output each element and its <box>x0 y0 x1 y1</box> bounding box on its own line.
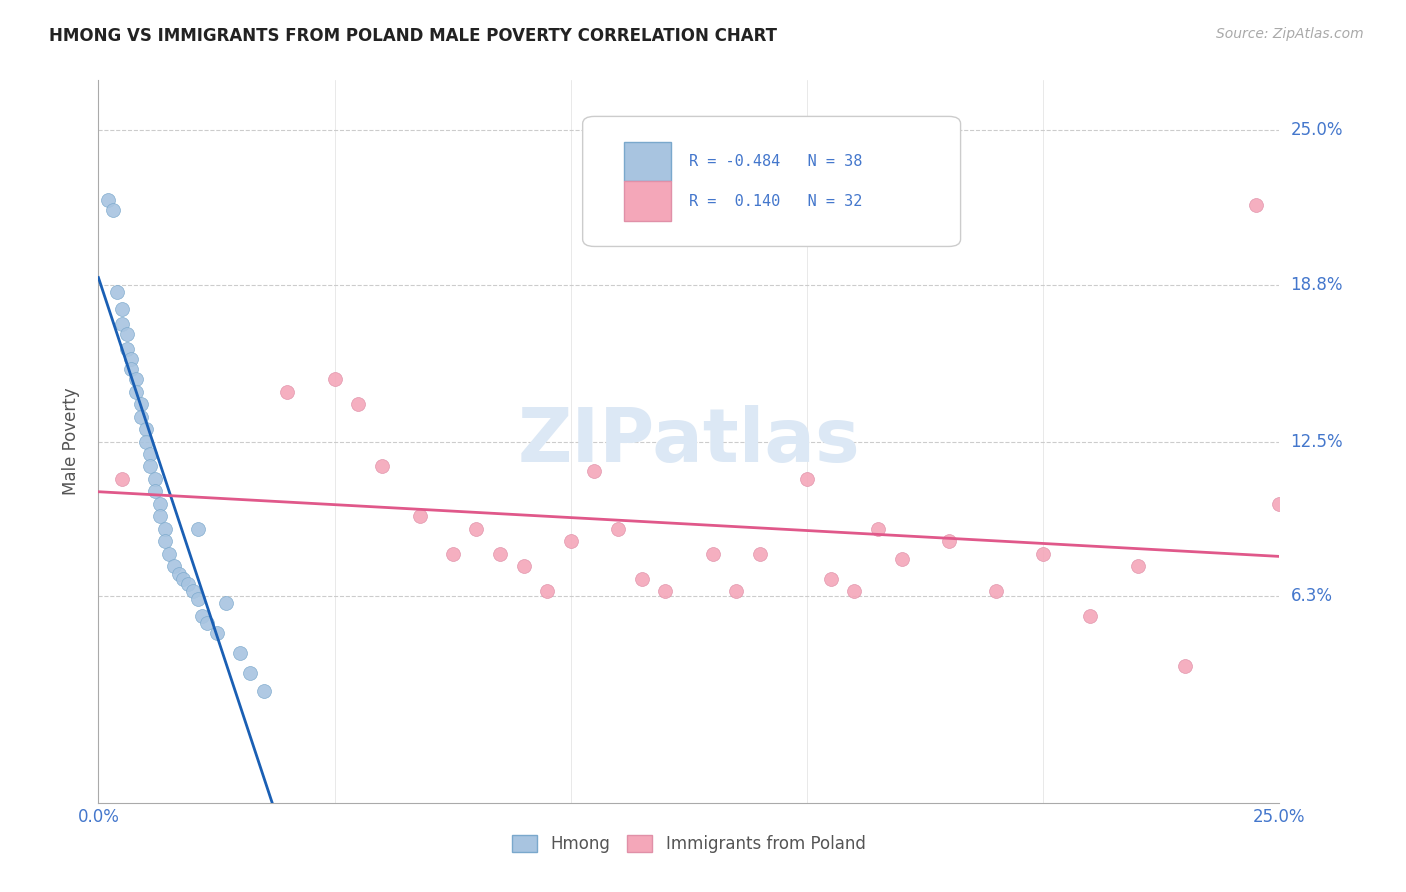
Point <box>583 465 606 479</box>
Point <box>465 522 488 536</box>
Point <box>143 472 166 486</box>
Point <box>607 522 630 536</box>
Point <box>796 472 818 486</box>
Text: Source: ZipAtlas.com: Source: ZipAtlas.com <box>1216 27 1364 41</box>
Point <box>125 372 148 386</box>
Point <box>172 572 194 586</box>
Point <box>276 384 298 399</box>
FancyBboxPatch shape <box>624 181 671 221</box>
Point <box>215 597 238 611</box>
Point <box>441 547 464 561</box>
Point <box>149 497 172 511</box>
Point <box>187 591 209 606</box>
Point <box>111 318 134 332</box>
Point <box>191 609 214 624</box>
Point <box>560 534 582 549</box>
Point <box>1126 559 1149 574</box>
Text: 6.3%: 6.3% <box>1291 587 1333 605</box>
Point <box>371 459 394 474</box>
Text: HMONG VS IMMIGRANTS FROM POLAND MALE POVERTY CORRELATION CHART: HMONG VS IMMIGRANTS FROM POLAND MALE POV… <box>49 27 778 45</box>
Point <box>630 572 652 586</box>
Point <box>135 422 157 436</box>
Point <box>153 522 176 536</box>
Point <box>1032 547 1054 561</box>
Point <box>177 576 200 591</box>
Text: 12.5%: 12.5% <box>1291 433 1343 450</box>
Text: 25.0%: 25.0% <box>1291 121 1343 139</box>
Point <box>115 343 138 357</box>
Point <box>239 666 262 681</box>
Point <box>844 584 866 599</box>
Point <box>1244 198 1267 212</box>
Point <box>135 434 157 449</box>
Point <box>748 547 770 561</box>
Point <box>512 559 534 574</box>
Point <box>195 616 218 631</box>
Point <box>1174 658 1197 673</box>
Text: R = -0.484   N = 38: R = -0.484 N = 38 <box>689 154 862 169</box>
Point <box>654 584 676 599</box>
Point <box>111 472 134 486</box>
Point <box>139 447 162 461</box>
Point <box>105 285 128 299</box>
Point <box>890 551 912 566</box>
Point <box>181 584 204 599</box>
FancyBboxPatch shape <box>624 142 671 181</box>
Point <box>125 384 148 399</box>
Point <box>149 509 172 524</box>
Text: ZIPatlas: ZIPatlas <box>517 405 860 478</box>
Y-axis label: Male Poverty: Male Poverty <box>62 388 80 495</box>
Point <box>866 522 889 536</box>
Text: 18.8%: 18.8% <box>1291 276 1343 293</box>
Point <box>1080 609 1102 624</box>
Point <box>323 372 346 386</box>
Point <box>820 572 842 586</box>
Point <box>97 193 120 207</box>
Point <box>205 626 228 640</box>
Point <box>229 646 252 660</box>
Point <box>167 566 190 581</box>
Point <box>153 534 176 549</box>
Point <box>489 547 512 561</box>
Point <box>143 484 166 499</box>
Point <box>253 683 276 698</box>
Point <box>101 202 124 217</box>
Point <box>115 327 138 342</box>
Point <box>984 584 1007 599</box>
Point <box>129 397 152 411</box>
Point <box>129 409 152 424</box>
Point <box>187 522 209 536</box>
Point <box>111 302 134 317</box>
Point <box>347 397 370 411</box>
FancyBboxPatch shape <box>582 117 960 246</box>
Text: R =  0.140   N = 32: R = 0.140 N = 32 <box>689 194 862 209</box>
Point <box>536 584 558 599</box>
Point <box>702 547 724 561</box>
Legend: Hmong, Immigrants from Poland: Hmong, Immigrants from Poland <box>506 828 872 860</box>
Point <box>725 584 748 599</box>
Point <box>139 459 162 474</box>
Point <box>121 362 143 376</box>
Point <box>1268 497 1291 511</box>
Point <box>121 352 143 367</box>
Point <box>408 509 430 524</box>
Point <box>938 534 960 549</box>
Point <box>163 559 186 574</box>
Point <box>157 547 180 561</box>
